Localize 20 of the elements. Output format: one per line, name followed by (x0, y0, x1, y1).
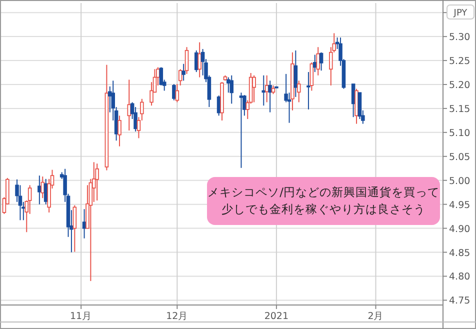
y-tick-label: 5.00 (449, 176, 470, 187)
x-tick-label: 2月 (368, 311, 384, 322)
y-tick-label: 4.90 (449, 224, 470, 235)
y-tick-label: 5.15 (449, 104, 470, 115)
y-tick-label: 5.30 (449, 32, 470, 44)
x-tick-label: 2021 (264, 311, 289, 322)
annotation: 少しでも金利を稼ぐやり方は良さそう (222, 202, 426, 216)
y-tick-label: 5.10 (449, 128, 470, 139)
x-tick-label: 12月 (166, 311, 188, 322)
y-tick-label: 4.75 (449, 296, 470, 307)
y-tick-label: 5.25 (449, 56, 470, 68)
y-tick-label: 4.85 (449, 248, 470, 259)
y-tick-label: 4.95 (449, 200, 470, 211)
y-tick-label: 4.80 (449, 272, 470, 283)
annotation: メキシコペソ/円などの新興国通貨を買って (208, 185, 440, 199)
y-axis-title: JPY (452, 8, 468, 18)
y-tick-label: 5.20 (449, 80, 470, 91)
x-tick-label: 11月 (70, 311, 92, 322)
annotation: メキシコペソ/円などの新興国通貨を買って 少しでも金利を稼ぐやり方は良さそう (207, 177, 440, 225)
y-tick-label: 5.05 (449, 152, 470, 163)
